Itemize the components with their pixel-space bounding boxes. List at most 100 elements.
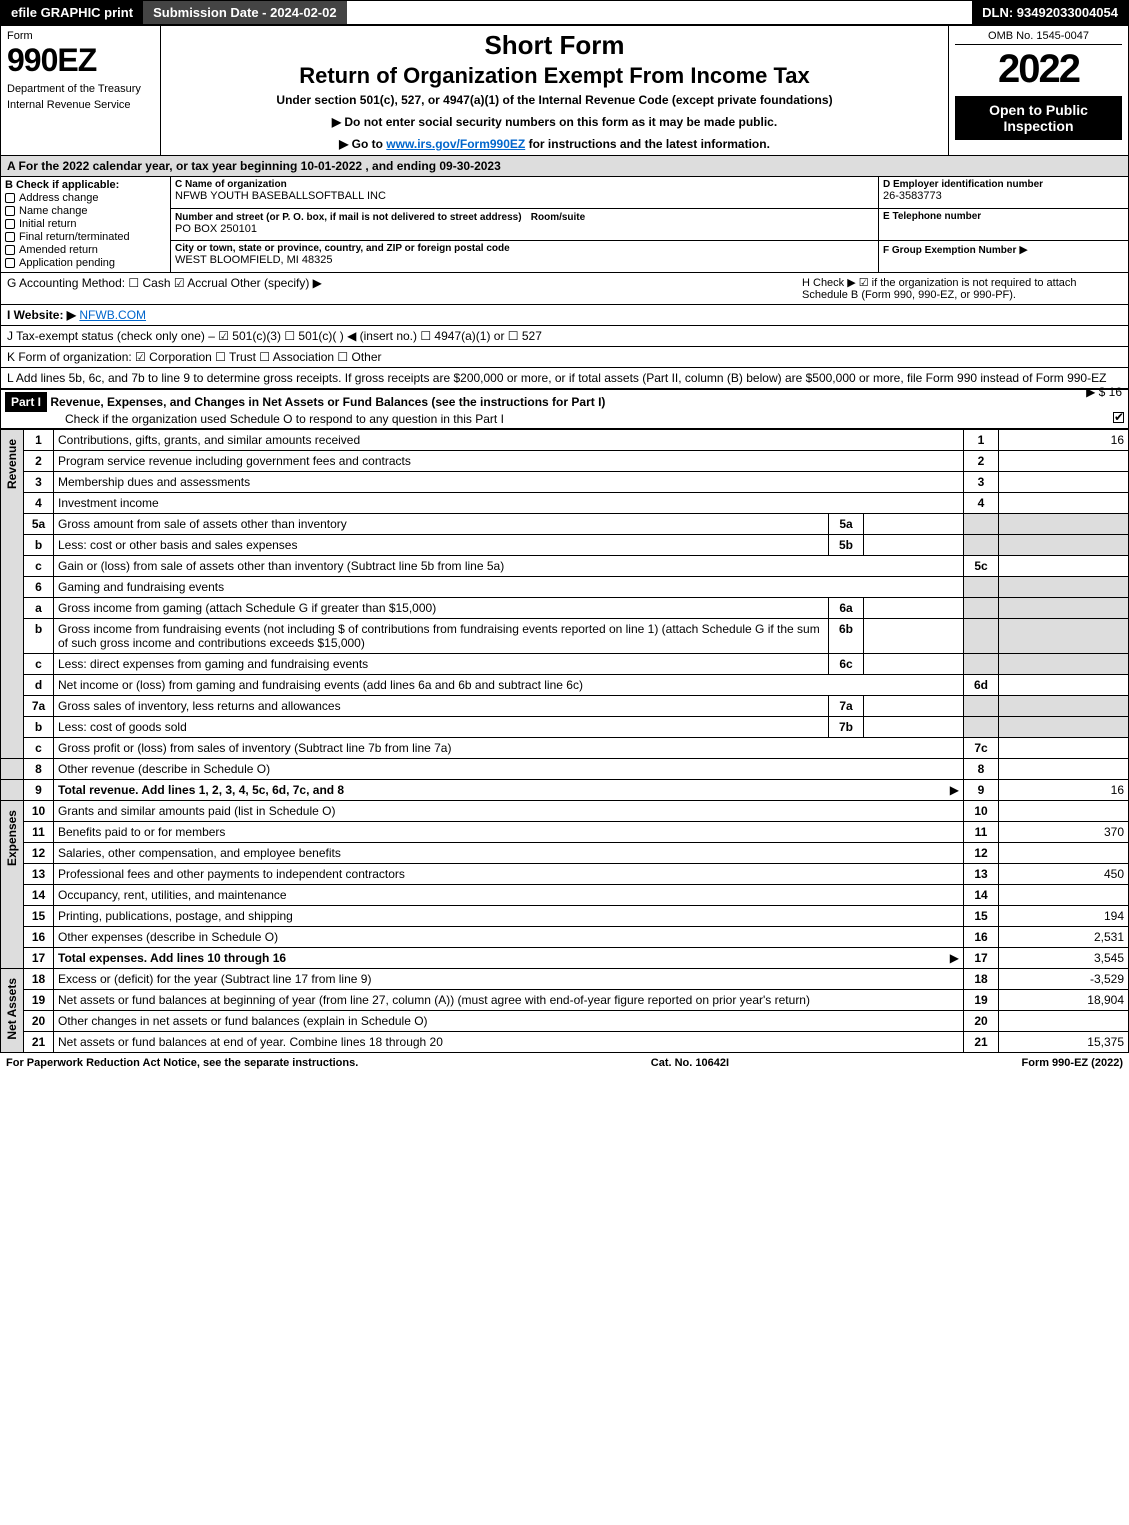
line-6b-text: Gross income from fundraising events (no… [54, 619, 829, 654]
subval-7b [864, 717, 964, 738]
dln-number: DLN: 93492033004054 [972, 1, 1128, 24]
ln-17: 17 [24, 948, 54, 969]
sub-6b: 6b [829, 619, 864, 654]
addr-label: Number and street (or P. O. box, if mail… [175, 212, 522, 223]
line-12-text: Salaries, other compensation, and employ… [54, 843, 964, 864]
ln-16: 16 [24, 927, 54, 948]
section-b-label: B Check if applicable: [5, 179, 166, 191]
box-7a-shade [964, 696, 999, 717]
val-5c [999, 556, 1129, 577]
d-ein-label: D Employer identification number [883, 179, 1124, 190]
sub-6a: 6a [829, 598, 864, 619]
f-arrow: ▶ [1019, 244, 1027, 256]
ln-12: 12 [24, 843, 54, 864]
val-1: 16 [999, 430, 1129, 451]
room-label: Room/suite [531, 212, 585, 223]
box-6d: 6d [964, 675, 999, 696]
cb-name-change[interactable]: Name change [5, 205, 166, 217]
efile-print-label[interactable]: efile GRAPHIC print [1, 1, 143, 24]
ln-5b: b [24, 535, 54, 556]
sub-7a: 7a [829, 696, 864, 717]
ln-14: 14 [24, 885, 54, 906]
ln-10: 10 [24, 801, 54, 822]
ln-20: 20 [24, 1011, 54, 1032]
cb-application-pending[interactable]: Application pending [5, 257, 166, 269]
line-8-text: Other revenue (describe in Schedule O) [54, 759, 964, 780]
box-2: 2 [964, 451, 999, 472]
meta-gh: G Accounting Method: ☐ Cash ☑ Accrual Ot… [0, 273, 1129, 305]
subval-6a [864, 598, 964, 619]
e-phone-label: E Telephone number [883, 211, 1124, 222]
line-7b-text: Less: cost of goods sold [54, 717, 829, 738]
box-6a-shade [964, 598, 999, 619]
box-6b-shade [964, 619, 999, 654]
part1-schedule-o-check[interactable] [1113, 412, 1124, 423]
sub-5b: 5b [829, 535, 864, 556]
box-10: 10 [964, 801, 999, 822]
form-header: Form 990EZ Department of the Treasury In… [0, 25, 1129, 156]
ln-13: 13 [24, 864, 54, 885]
ln-8: 8 [24, 759, 54, 780]
line-10-text: Grants and similar amounts paid (list in… [54, 801, 964, 822]
line-17-text: Total expenses. Add lines 10 through 16 … [54, 948, 964, 969]
title-short: Short Form [167, 30, 942, 61]
city-label: City or town, state or province, country… [175, 243, 874, 254]
omb-number: OMB No. 1545-0047 [955, 30, 1122, 45]
ein-value: 26-3583773 [883, 190, 1124, 202]
dept-treasury: Department of the Treasury [7, 83, 154, 95]
dept-irs: Internal Revenue Service [7, 99, 154, 111]
note-goto: ▶ Go to www.irs.gov/Form990EZ for instru… [167, 137, 942, 151]
vtab-expenses: Expenses [1, 801, 24, 969]
line-4-text: Investment income [54, 493, 964, 514]
val-6b-shade [999, 619, 1129, 654]
box-19: 19 [964, 990, 999, 1011]
ln-3: 3 [24, 472, 54, 493]
irs-link[interactable]: www.irs.gov/Form990EZ [386, 137, 525, 151]
box-4: 4 [964, 493, 999, 514]
title-cell: Short Form Return of Organization Exempt… [161, 26, 949, 156]
form-id-cell: Form 990EZ Department of the Treasury In… [1, 26, 161, 156]
part1-check-text: Check if the organization used Schedule … [65, 412, 504, 426]
subval-5b [864, 535, 964, 556]
cb-address-change[interactable]: Address change [5, 192, 166, 204]
page-footer: For Paperwork Reduction Act Notice, see … [0, 1053, 1129, 1073]
website-link[interactable]: NFWB.COM [79, 308, 146, 322]
line-3-text: Membership dues and assessments [54, 472, 964, 493]
ln-15: 15 [24, 906, 54, 927]
vtab-revenue: Revenue [1, 430, 24, 759]
sub-6c: 6c [829, 654, 864, 675]
addr-value: PO BOX 250101 [175, 223, 874, 235]
ln-6d: d [24, 675, 54, 696]
vtab-blank2 [1, 780, 24, 801]
section-h: H Check ▶ ☑ if the organization is not r… [802, 276, 1122, 301]
box-1: 1 [964, 430, 999, 451]
cb-amended-return[interactable]: Amended return [5, 244, 166, 256]
ln-5a: 5a [24, 514, 54, 535]
box-18: 18 [964, 969, 999, 990]
note-goto-pre: ▶ Go to [339, 137, 386, 151]
section-i: I Website: ▶ NFWB.COM [0, 305, 1129, 326]
ln-9: 9 [24, 780, 54, 801]
val-14 [999, 885, 1129, 906]
part1-title: Revenue, Expenses, and Changes in Net As… [50, 395, 605, 409]
line-5a-text: Gross amount from sale of assets other t… [54, 514, 829, 535]
right-cell: OMB No. 1545-0047 2022 Open to Public In… [949, 26, 1129, 156]
box-3: 3 [964, 472, 999, 493]
section-k: K Form of organization: ☑ Corporation ☐ … [0, 347, 1129, 368]
cb-initial-return[interactable]: Initial return [5, 218, 166, 230]
line-20-text: Other changes in net assets or fund bala… [54, 1011, 964, 1032]
section-b: B Check if applicable: Address change Na… [1, 177, 171, 273]
section-c-name: C Name of organization NFWB YOUTH BASEBA… [171, 177, 879, 209]
footer-mid: Cat. No. 10642I [651, 1057, 729, 1069]
city-value: WEST BLOOMFIELD, MI 48325 [175, 254, 874, 266]
title-main: Return of Organization Exempt From Incom… [167, 63, 942, 89]
section-e: E Telephone number [879, 208, 1129, 241]
val-12 [999, 843, 1129, 864]
val-3 [999, 472, 1129, 493]
top-bar: efile GRAPHIC print Submission Date - 20… [0, 0, 1129, 25]
line-19-text: Net assets or fund balances at beginning… [54, 990, 964, 1011]
val-7c [999, 738, 1129, 759]
line-6d-text: Net income or (loss) from gaming and fun… [54, 675, 964, 696]
val-15: 194 [999, 906, 1129, 927]
cb-final-return[interactable]: Final return/terminated [5, 231, 166, 243]
